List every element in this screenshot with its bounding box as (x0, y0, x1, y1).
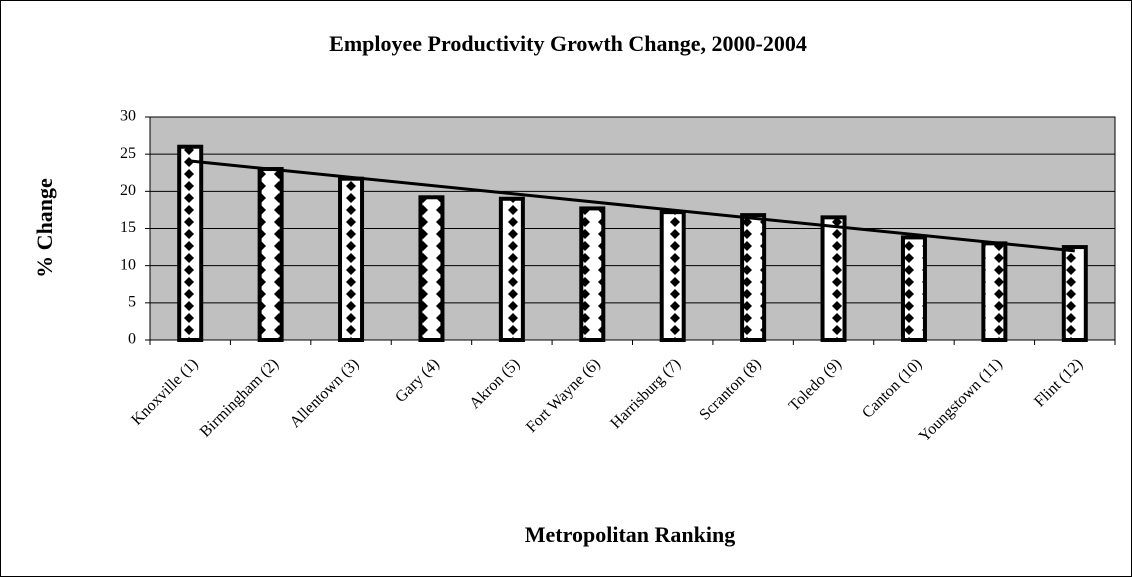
chart-title: Employee Productivity Growth Change, 200… (329, 31, 807, 56)
bar (498, 196, 525, 342)
y-tick-label: 25 (120, 145, 136, 162)
y-tick-label: 10 (120, 256, 136, 273)
bar (338, 176, 365, 342)
bar (820, 215, 847, 343)
bar (1061, 245, 1088, 342)
x-axis-title: Metropolitan Ranking (525, 522, 735, 547)
bar (418, 195, 445, 342)
bar (257, 167, 284, 342)
bar (579, 206, 606, 342)
y-tick-label: 30 (120, 108, 136, 125)
bar (740, 213, 767, 342)
y-tick-label: 0 (128, 331, 136, 348)
y-axis-title: % Change (32, 178, 57, 278)
y-tick-label: 20 (120, 182, 136, 199)
trendline (190, 159, 1075, 253)
y-tick-label: 5 (128, 294, 136, 311)
y-tick-label: 15 (120, 219, 136, 236)
bar (177, 144, 204, 342)
bar (900, 235, 927, 342)
bar (981, 241, 1008, 342)
bar (659, 210, 686, 342)
